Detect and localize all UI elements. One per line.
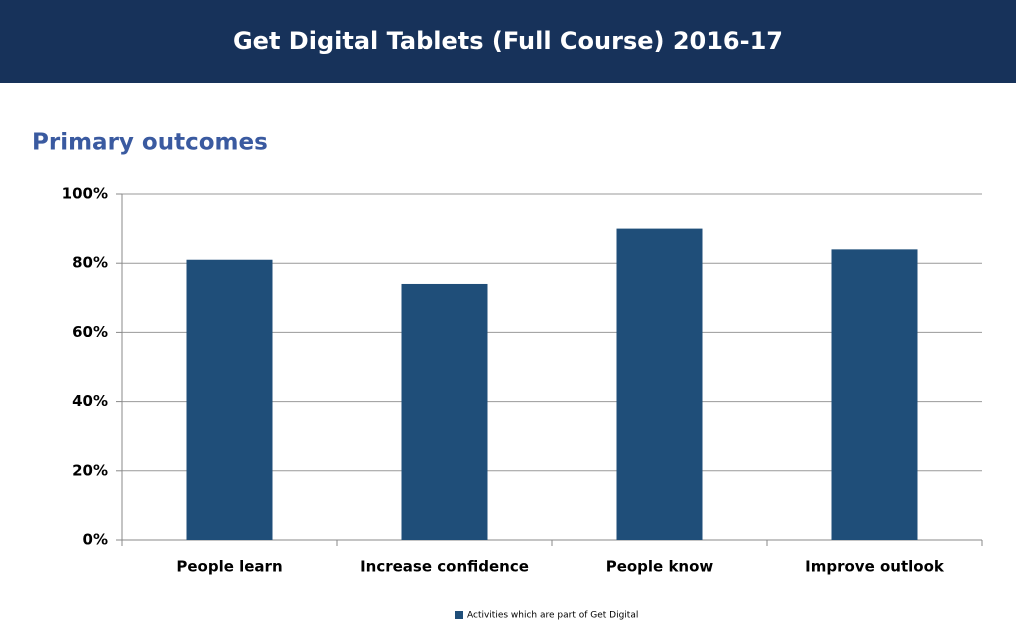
y-tick-label: 60% xyxy=(72,323,108,341)
bar xyxy=(186,259,273,540)
bar xyxy=(401,283,488,540)
bar xyxy=(616,228,703,540)
x-tick-label: Improve outlook xyxy=(805,558,945,576)
y-tick-label: 20% xyxy=(72,461,108,479)
header-title: Get Digital Tablets (Full Course) 2016-1… xyxy=(0,0,1016,83)
chart-title: Primary outcomes xyxy=(32,130,268,156)
y-tick-label: 100% xyxy=(62,185,108,203)
legend-swatch xyxy=(455,611,463,619)
x-tick-label: People learn xyxy=(176,558,282,576)
legend-label: Activities which are part of Get Digital xyxy=(467,611,638,621)
x-tick-label: People know xyxy=(606,558,714,576)
x-tick-label: Increase confidence xyxy=(360,558,529,576)
y-tick-label: 40% xyxy=(72,392,108,410)
bar xyxy=(831,249,918,541)
y-tick-label: 0% xyxy=(83,531,108,549)
y-tick-label: 80% xyxy=(72,254,108,272)
